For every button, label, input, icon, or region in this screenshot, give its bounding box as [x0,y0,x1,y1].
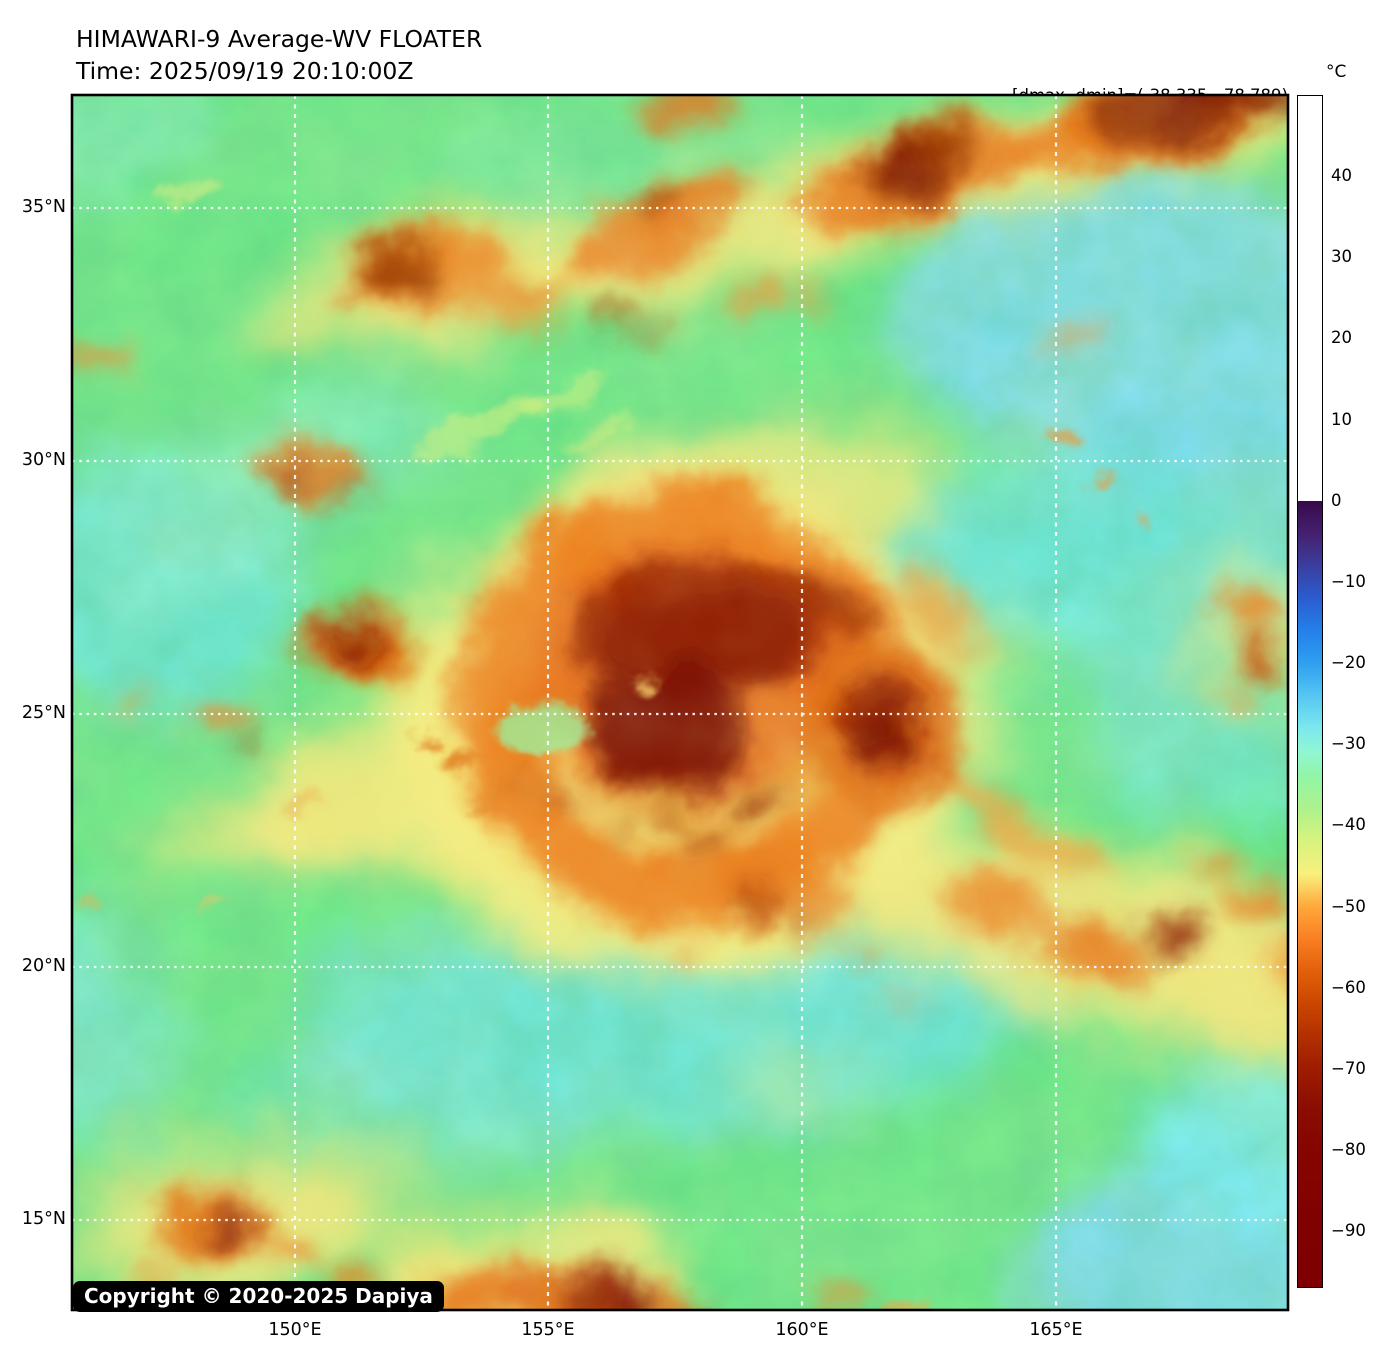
y-axis-label: 30°N [21,450,66,470]
x-axis-label: 155°E [521,1320,575,1340]
y-axis-label: 35°N [21,197,66,217]
wv-texture-warm [72,95,1288,1310]
colorbar-unit-label: °C [1326,62,1347,82]
x-axis-label: 165°E [1029,1320,1083,1340]
product-time: Time: 2025/09/19 20:10:00Z [76,57,414,85]
y-axis-label: 15°N [21,1209,66,1229]
colorbar-tick-label: −60 [1331,977,1366,997]
colorbar-tick-label: −80 [1331,1140,1366,1160]
colorbar-tick-label: 40 [1331,166,1352,186]
wv-imagery [72,95,1288,1310]
colorbar-tick-label: 20 [1331,328,1352,348]
product-title: HIMAWARI-9 Average-WV FLOATER [76,25,483,53]
colorbar-tick-label: 10 [1331,409,1352,429]
map-border [70,93,1290,1312]
colorbar-tick-label: −40 [1331,815,1366,835]
colorbar-tick-label: −90 [1331,1221,1366,1241]
colorbar-tick-label: −30 [1331,734,1366,754]
colorbar-tick-label: −70 [1331,1058,1366,1078]
y-axis-label: 25°N [21,703,66,723]
y-axis-label: 20°N [21,956,66,976]
colorbar-tick-label: −10 [1331,571,1366,591]
colorbar-tick-label: −20 [1331,653,1366,673]
colorbar [1297,95,1323,1288]
x-axis-label: 160°E [775,1320,829,1340]
colorbar-tick-label: 0 [1331,490,1342,510]
x-axis-label: 150°E [268,1320,322,1340]
colorbar-tick-label: 30 [1331,247,1352,267]
colorbar-tick-label: −50 [1331,896,1366,916]
copyright-badge: Copyright © 2020-2025 Dapiya [73,1281,444,1312]
map-gridlines [72,95,1288,1310]
